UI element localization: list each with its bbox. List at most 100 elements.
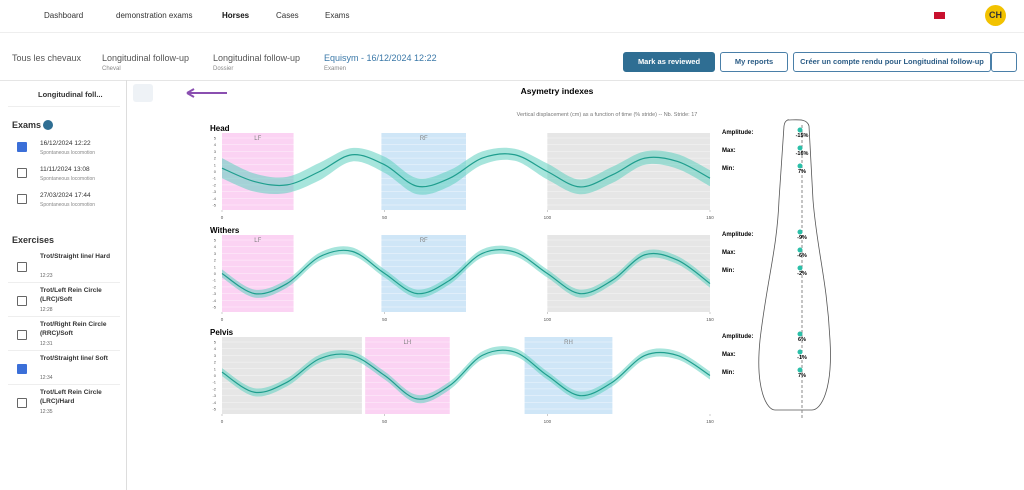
stat-dot [797, 127, 803, 133]
nav-item[interactable]: Exams [325, 11, 350, 20]
stat-label: Min: [722, 268, 734, 274]
y-tick-label: 0 [214, 169, 217, 174]
y-tick-label: -5 [212, 203, 216, 208]
section-title: Exams [12, 120, 42, 130]
y-tick-label: 5 [214, 136, 217, 141]
phase-label: RF [420, 238, 428, 244]
crumb[interactable]: Longitudinal follow-up [102, 53, 190, 63]
checkbox[interactable] [17, 296, 27, 306]
x-tick-label: 0 [221, 419, 224, 424]
flag[interactable] [934, 12, 945, 19]
confidence-band [222, 245, 710, 298]
checkbox[interactable] [17, 142, 27, 152]
y-tick-label: -2 [212, 386, 216, 391]
stat-value: 7% [798, 373, 806, 379]
divider [8, 282, 120, 283]
dropdown-button[interactable] [991, 52, 1017, 72]
x-tick-label: 150 [706, 215, 714, 220]
y-tick-label: 5 [214, 238, 217, 243]
table-tab[interactable] [157, 84, 177, 102]
crumb[interactable]: Equisym - 16/12/2024 12:22 [324, 53, 437, 63]
y-tick-label: -3 [212, 291, 216, 296]
panel-title: Asymetry indexes [521, 86, 594, 96]
phase-label: LF [254, 136, 261, 142]
y-tick-label: -1 [212, 380, 216, 385]
y-tick-label: 1 [214, 162, 217, 167]
stat-dot [797, 247, 803, 253]
y-tick-label: -4 [212, 196, 216, 201]
y-tick-label: 4 [214, 346, 217, 351]
stat-dot [797, 331, 803, 337]
y-tick-label: -1 [212, 176, 216, 181]
stat-value: -1% [797, 355, 807, 361]
x-tick-label: 50 [382, 317, 388, 322]
x-tick-label: 100 [544, 215, 552, 220]
crumb[interactable]: Tous les chevaux [12, 53, 82, 63]
nav-item[interactable]: demonstration exams [116, 11, 193, 20]
exam-type: Spontaneous locomotion [40, 202, 96, 208]
exercise-time: 12:28 [40, 307, 53, 313]
y-tick-label: 3 [214, 149, 217, 154]
stat-dot [797, 367, 803, 373]
checkbox[interactable] [17, 262, 27, 272]
stat-label: Amplitude: [722, 334, 753, 340]
crumb-sub: Dossier [213, 66, 234, 72]
y-tick-label: -2 [212, 284, 216, 289]
checkbox[interactable] [17, 330, 27, 340]
checkbox[interactable] [17, 398, 27, 408]
exercise-name: Trot/Straight line/ Hard [40, 253, 111, 260]
exercise-name: Trot/Right Rein Circle (RRC)/Soft [40, 321, 107, 337]
y-tick-label: -3 [212, 393, 216, 398]
y-tick-label: 4 [214, 142, 217, 147]
crumb-sub: Cheval [102, 66, 121, 72]
create-report-button[interactable]: Créer un compte rendu pour Longitudinal … [793, 52, 991, 72]
mark-reviewed-button[interactable]: Mark as reviewed [623, 52, 715, 72]
y-tick-label: 1 [214, 264, 217, 269]
nav-item[interactable]: Cases [276, 11, 299, 20]
x-tick-label: 50 [382, 419, 388, 424]
phase-label: RF [420, 136, 428, 142]
phase-label: LH [404, 340, 412, 346]
chart-tab[interactable] [133, 84, 153, 102]
crumb[interactable]: Longitudinal follow-up [213, 53, 301, 63]
stat-value: -15% [796, 133, 809, 139]
y-tick-label: 3 [214, 353, 217, 358]
x-tick-label: 150 [706, 419, 714, 424]
nav-item[interactable]: Horses [222, 11, 250, 20]
divider [8, 316, 120, 317]
stat-label: Max: [722, 352, 736, 358]
y-tick-label: -5 [212, 407, 216, 412]
exam-type: Spontaneous locomotion [40, 150, 96, 156]
avatar[interactable]: CH [985, 5, 1006, 26]
pointer-arrow [186, 88, 227, 98]
my-reports-button[interactable]: My reports [720, 52, 788, 72]
stat-label: Min: [722, 370, 734, 376]
stat-value: 6% [798, 337, 806, 343]
add-exam[interactable] [43, 120, 53, 130]
nav-item[interactable]: Dashboard [44, 11, 84, 20]
exercise-time: 12:35 [40, 409, 53, 415]
checkbox[interactable] [17, 364, 27, 374]
horse-name: Longitudinal foll... [38, 90, 103, 99]
horse-card[interactable]: Longitudinal foll... [8, 84, 120, 107]
y-tick-label: 1 [214, 366, 217, 371]
mean-line [221, 153, 711, 188]
asymmetry-panel: Asymetry indexes Vertical displacement (… [133, 84, 831, 424]
stat-value: -6% [797, 253, 807, 259]
exercise-name: Trot/Left Rein Circle (LRC)/Hard [40, 389, 102, 405]
x-tick-label: 100 [544, 317, 552, 322]
chart-title: Pelvis [210, 328, 234, 337]
stat-dot [797, 163, 803, 169]
section-title: Exercises [12, 235, 55, 245]
y-tick-label: -1 [212, 278, 216, 283]
exercise-name: Trot/Left Rein Circle (LRC)/Soft [40, 287, 102, 303]
checkbox[interactable] [17, 194, 27, 204]
stat-label: Max: [722, 148, 736, 154]
mean-line [221, 349, 711, 400]
checkbox[interactable] [17, 168, 27, 178]
exam-date: 16/12/2024 12:22 [40, 140, 91, 147]
x-tick-label: 150 [706, 317, 714, 322]
y-tick-label: 5 [214, 340, 217, 345]
